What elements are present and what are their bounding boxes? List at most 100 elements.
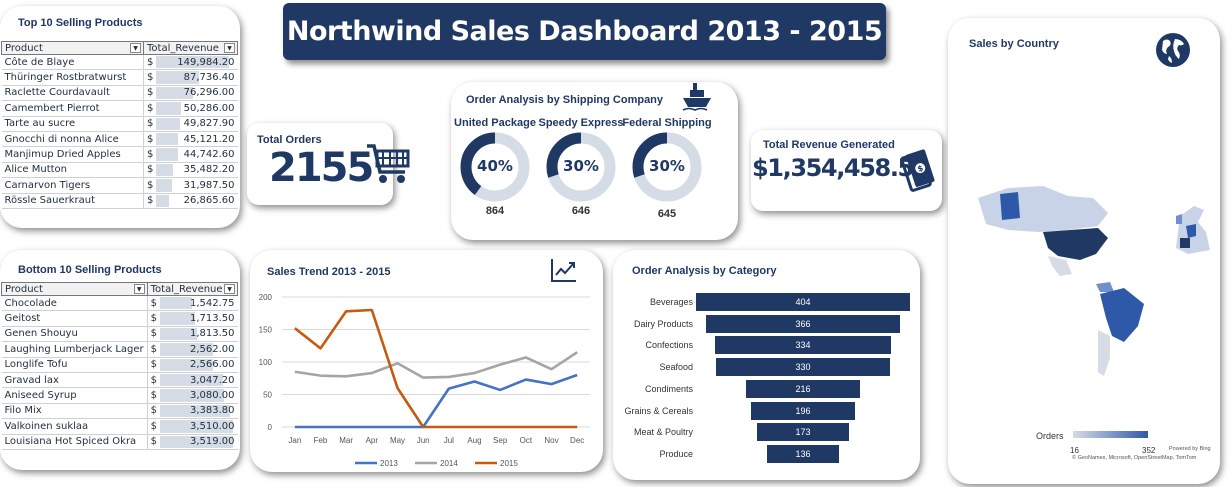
revenue-bar	[159, 327, 198, 341]
column-header-product[interactable]: Product ▼	[1, 282, 148, 296]
world-map[interactable]	[948, 158, 1220, 418]
category-bar[interactable]: 404	[696, 293, 910, 311]
revenue-bar	[159, 420, 233, 433]
revenue-bar	[159, 297, 192, 310]
revenue-cell: $26,865.60	[143, 193, 238, 209]
map-card: Sales by Country Orders 16 352 Powered b…	[948, 18, 1220, 484]
map-legend-label: Orders	[1036, 431, 1064, 441]
country-venezuela[interactable]	[1096, 282, 1114, 292]
table-row[interactable]: Thüringer Rostbratwurst $87,736.40	[1, 69, 238, 86]
line-chart-icon	[551, 259, 576, 282]
category-title: Order Analysis by Category	[632, 265, 777, 277]
category-bar[interactable]: 330	[715, 358, 891, 377]
filter-dropdown-icon[interactable]: ▼	[133, 284, 145, 294]
table-row[interactable]: Manjimup Dried Apples $44,742.60	[1, 146, 238, 163]
revenue-cell: $87,736.40	[143, 69, 238, 86]
product-name: Tarte au sucre	[1, 116, 144, 132]
country-argentina[interactable]	[1098, 330, 1110, 376]
currency-symbol: $	[150, 297, 158, 309]
table-row[interactable]: Laughing Lumberjack Lager $2,562.00	[1, 341, 238, 358]
country-brazil[interactable]	[1100, 288, 1144, 342]
category-bar[interactable]: 334	[714, 336, 892, 355]
table-row[interactable]: Camembert Pierrot $50,286.00	[1, 100, 238, 117]
table-row[interactable]: Valkoinen suklaa $3,510.00	[1, 418, 238, 435]
table-row[interactable]: Aniseed Syrup $3,080.00	[1, 387, 238, 404]
table-row[interactable]: Rössle Sauerkraut $26,865.60	[1, 193, 238, 209]
category-label: Seafood	[659, 362, 693, 373]
bottom-products-title: Bottom 10 Selling Products	[18, 264, 162, 276]
revenue-value: 3,047.20	[189, 374, 235, 386]
x-tick-label: Jan	[288, 436, 301, 445]
column-header-product[interactable]: Product ▼	[1, 41, 144, 55]
revenue-cell: $149,984.20	[143, 54, 238, 71]
series-line-2013	[294, 373, 578, 429]
revenue-bar	[156, 148, 178, 161]
revenue-cell: $35,482.20	[143, 162, 238, 179]
filter-dropdown-icon[interactable]: ▼	[224, 43, 235, 53]
column-header-revenue[interactable]: Total_Revenue ▼	[143, 41, 238, 55]
currency-symbol: $	[147, 179, 154, 191]
y-tick-label: 100	[259, 358, 273, 367]
currency-symbol: $	[150, 374, 158, 386]
category-bar[interactable]: 136	[766, 444, 839, 463]
revenue-value: 3,519.00	[189, 436, 235, 448]
table-row[interactable]: Longlife Tofu $2,566.00	[1, 357, 238, 373]
table-row[interactable]: Louisiana Hot Spiced Okra $3,519.00	[1, 434, 238, 450]
map-legend-min: 16	[1070, 446, 1079, 455]
donut-percent: 30%	[563, 157, 599, 175]
country-france[interactable]	[1180, 238, 1190, 248]
product-name: Chocolade	[1, 295, 148, 312]
category-bar[interactable]: 216	[745, 379, 861, 398]
table-row[interactable]: Alice Mutton $35,482.20	[1, 162, 238, 179]
table-row[interactable]: Genen Shouyu $1,813.50	[1, 326, 238, 343]
product-name: Manjimup Dried Apples	[1, 146, 144, 163]
filter-dropdown-icon[interactable]: ▼	[224, 284, 235, 294]
x-tick-label: Aug	[467, 436, 481, 445]
table-row[interactable]: Chocolade $1,542.75	[1, 295, 238, 312]
currency-symbol: $	[147, 72, 154, 84]
revenue-value: 3,510.00	[189, 420, 235, 432]
filter-dropdown-icon[interactable]: ▼	[130, 43, 141, 53]
country-region[interactable]	[1000, 192, 1020, 220]
country-canada[interactable]	[978, 186, 1108, 232]
shipping-order-count: 645	[657, 208, 677, 220]
x-tick-label: Jun	[417, 436, 430, 445]
revenue-cell: $76,296.00	[143, 85, 238, 102]
total-orders-card: Total Orders 2155	[247, 123, 410, 205]
country-uk[interactable]	[1176, 214, 1182, 224]
table-row[interactable]: Geitost $1,713.50	[1, 310, 238, 327]
country-usa[interactable]	[1043, 228, 1108, 260]
top-products-card: Top 10 Selling Products Product ▼ Total_R…	[0, 6, 240, 228]
currency-symbol: $	[147, 118, 154, 130]
country-mexico[interactable]	[1048, 256, 1072, 276]
revenue-cell: $49,827.90	[143, 116, 238, 132]
x-tick-label: Mar	[339, 436, 353, 445]
revenue-value: 87,736.40	[183, 72, 235, 84]
top-products-table: Product ▼ Total_Revenue ▼ Côte de Blaye $14…	[1, 41, 238, 209]
total-revenue-value: $1,354,458.59	[752, 154, 930, 182]
category-bar[interactable]: 196	[751, 401, 855, 420]
revenue-bar	[156, 194, 170, 207]
table-row[interactable]: Carnarvon Tigers $31,987.50	[1, 177, 238, 194]
table-row[interactable]: Filo Mix $3,383.80	[1, 403, 238, 420]
category-bar[interactable]: 173	[757, 423, 849, 442]
column-header-revenue[interactable]: Total_Revenue ▼	[146, 282, 239, 296]
revenue-bar	[159, 435, 233, 448]
revenue-bar	[159, 358, 213, 371]
table-row[interactable]: Gnocchi di nonna Alice $45,121.20	[1, 131, 238, 148]
category-bar[interactable]: 366	[706, 314, 900, 333]
product-name: Carnarvon Tigers	[1, 177, 144, 194]
map-legend-scale	[1073, 431, 1148, 438]
total-orders-label: Total Orders	[257, 134, 322, 146]
country-germany[interactable]	[1186, 224, 1196, 238]
shipping-order-count: 646	[571, 205, 591, 217]
table-row[interactable]: Tarte au sucre $49,827.90	[1, 116, 238, 132]
revenue-bar	[156, 86, 194, 100]
table-row[interactable]: Raclette Courdavault $76,296.00	[1, 85, 238, 102]
table-row[interactable]: Côte de Blaye $149,984.20	[1, 54, 238, 71]
currency-symbol: $	[150, 420, 158, 432]
currency-symbol: $	[150, 405, 158, 417]
revenue-bar	[159, 343, 213, 356]
cart-icon	[367, 144, 410, 183]
table-row[interactable]: Gravad lax $3,047.20	[1, 372, 238, 389]
